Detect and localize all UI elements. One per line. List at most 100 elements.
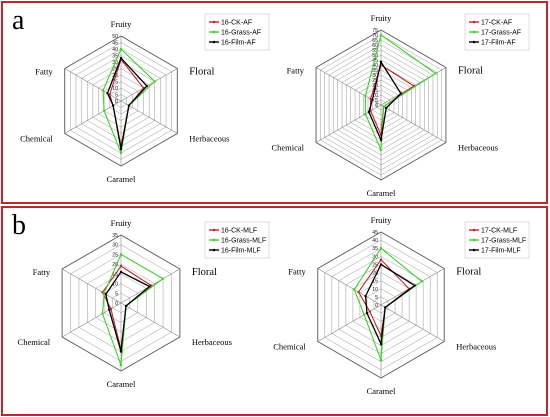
axis-label-floral: Floral [192,267,217,278]
axis-label-floral: Floral [458,66,483,77]
legend-entry: 17-Grass-MLF [481,238,526,245]
axis-spoke [380,104,447,143]
tick-label: 35 [372,246,378,252]
axis-label-herbaceous: Herbaceous [189,134,229,144]
data-point [364,94,367,98]
legend-entry: 17-Film-MLF [481,248,521,255]
data-point [119,147,123,151]
data-point [119,151,123,155]
data-point [367,110,371,114]
tick-label: 10 [112,86,118,92]
legend-entry: 17-Grass-AF [481,30,521,37]
legend-entry: 16-Grass-MLF [221,238,266,245]
tick-label: 5 [115,291,118,297]
axis-label-chemical: Chemical [271,143,304,153]
tick-label: 35 [112,233,118,239]
data-point [379,258,383,261]
data-point [104,293,108,296]
axis-label-caramel: Caramel [367,188,396,198]
data-point [353,288,356,291]
legend-marker [472,20,476,24]
legend-marker [472,228,476,232]
data-point [119,47,123,51]
data-point [161,277,165,280]
axis-spoke [61,268,122,304]
legend-marker [212,40,216,44]
tick-label: 30 [372,73,378,79]
tick-label: 0 [115,301,118,307]
legend-marker [472,40,476,44]
data-point [101,89,105,92]
axis-label-herbaceous: Herbaceous [458,143,498,153]
axis-label-floral: Floral [456,267,481,278]
data-point [379,138,383,142]
tick-label: 35 [372,68,378,74]
tick-label: 50 [112,34,118,40]
legend-marker [212,20,216,24]
tick-label: 20 [372,271,378,277]
legend-marker [212,238,216,242]
tick-label: 25 [372,78,378,84]
data-point [119,270,123,274]
data-point [379,247,383,250]
axis-label-caramel: Caramel [107,379,136,389]
data-point [119,350,123,353]
tick-label: 5 [375,98,378,104]
data-point [379,358,383,362]
tick-label: 60 [372,43,378,49]
tick-label: 40 [112,47,118,53]
legend-box [464,13,530,51]
data-point [379,342,383,346]
tick-label: 65 [372,38,378,44]
data-point [145,84,149,88]
data-point [148,285,151,288]
data-point [384,106,388,110]
data-point [153,80,156,83]
tick-label: 10 [112,282,118,288]
axis-label-fatty: Fatty [35,67,53,77]
tick-label: 45 [372,58,378,64]
data-point [365,311,369,315]
data-point [108,93,111,96]
axis-label-caramel: Caramel [367,386,396,396]
data-point [382,105,385,108]
tick-label: 10 [372,287,378,293]
axis-label-chemical: Chemical [20,134,53,144]
tick-label: 70 [372,33,378,39]
panel-a: a [1,1,548,204]
tick-label: 15 [372,279,378,285]
data-point [101,312,104,315]
legend-marker [212,30,216,34]
data-point [106,92,109,95]
data-point [384,306,387,309]
legend-marker [472,30,476,34]
data-point [111,104,115,107]
axis-label-fatty: Fatty [33,267,51,277]
axis-spoke [64,100,122,134]
data-point [379,33,383,37]
axis-label-fruity: Fruity [111,19,133,29]
axis-label-chemical: Chemical [18,337,51,347]
panel-letter: b [12,210,26,241]
data-point [379,60,383,64]
axis-spoke [317,268,382,306]
tick-label: 5 [115,93,118,99]
legend-entry: 17-CK-MLF [481,228,517,235]
legend-marker [472,248,476,252]
axis-label-herbaceous: Herbaceous [456,342,496,352]
panel-b: b [1,206,548,416]
legend-entry: 16-Film-MLF [221,248,261,255]
data-point [119,363,123,367]
data-point [364,294,367,298]
tick-label: 35 [112,54,118,60]
axis-label-fruity: Fruity [371,215,393,225]
legend-entry: 16-Grass-AF [221,30,261,37]
axis-label-herbaceous: Herbaceous [192,337,232,347]
tick-label: 25 [112,252,118,258]
data-point [119,264,123,268]
legend-marker [212,228,216,232]
axis-label-floral: Floral [189,67,214,78]
